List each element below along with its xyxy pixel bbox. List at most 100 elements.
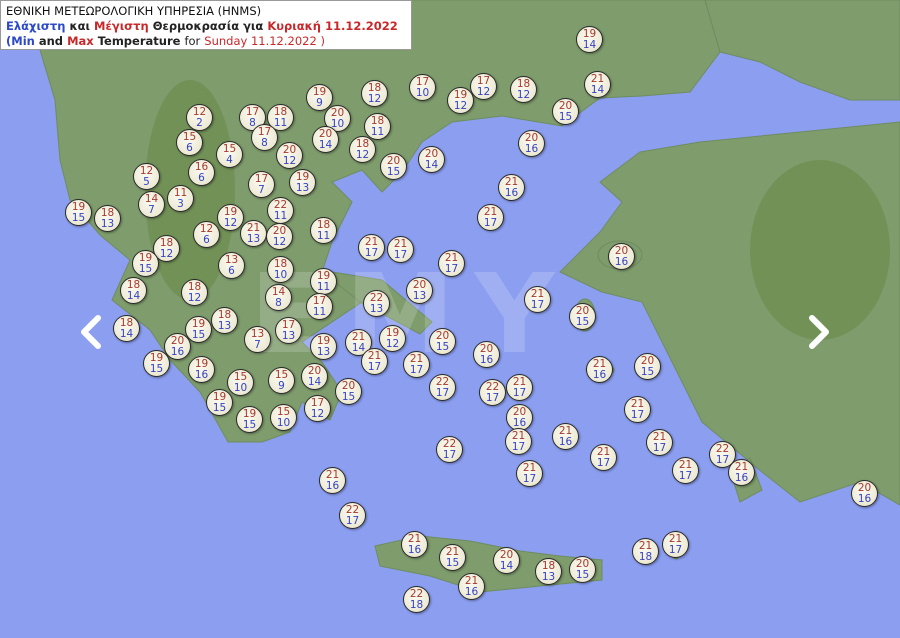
station-marker[interactable]: 19 9 [306, 84, 333, 111]
station-marker[interactable]: 21 16 [552, 423, 579, 450]
station-marker[interactable]: 19 15 [185, 316, 212, 343]
station-marker[interactable]: 21 15 [439, 544, 466, 571]
station-marker[interactable]: 19 15 [236, 406, 263, 433]
station-marker[interactable]: 21 14 [584, 71, 611, 98]
station-marker[interactable]: 21 17 [358, 234, 385, 261]
station-marker[interactable]: 17 11 [306, 293, 333, 320]
station-marker[interactable]: 20 16 [518, 130, 545, 157]
station-marker[interactable]: 20 16 [608, 243, 635, 270]
next-map-button[interactable] [800, 314, 836, 350]
station-marker[interactable]: 19 13 [310, 333, 337, 360]
station-marker[interactable]: 21 17 [516, 460, 543, 487]
station-marker[interactable]: 20 16 [164, 333, 191, 360]
station-marker[interactable]: 21 17 [505, 428, 532, 455]
station-marker[interactable]: 22 17 [339, 502, 366, 529]
station-marker[interactable]: 17 10 [409, 74, 436, 101]
station-marker[interactable]: 21 16 [319, 467, 346, 494]
station-marker[interactable]: 15 6 [176, 129, 203, 156]
station-marker[interactable]: 19 14 [576, 26, 603, 53]
station-marker[interactable]: 14 8 [265, 284, 292, 311]
station-marker[interactable]: 20 16 [473, 341, 500, 368]
station-marker[interactable]: 22 11 [267, 197, 294, 224]
station-marker[interactable]: 21 17 [646, 429, 673, 456]
station-marker[interactable]: 13 7 [244, 326, 271, 353]
station-marker[interactable]: 14 7 [138, 191, 165, 218]
station-marker[interactable]: 21 16 [498, 174, 525, 201]
station-marker[interactable]: 21 17 [590, 444, 617, 471]
station-marker[interactable]: 21 17 [477, 204, 504, 231]
station-marker[interactable]: 18 10 [267, 256, 294, 283]
station-marker[interactable]: 20 15 [569, 303, 596, 330]
station-marker[interactable]: 20 15 [569, 556, 596, 583]
station-marker[interactable]: 22 17 [709, 441, 736, 468]
station-marker[interactable]: 17 7 [248, 171, 275, 198]
station-marker[interactable]: 11 3 [167, 185, 194, 212]
station-marker[interactable]: 22 18 [403, 586, 430, 613]
station-marker[interactable]: 21 16 [458, 573, 485, 600]
station-marker[interactable]: 18 11 [364, 113, 391, 140]
station-marker[interactable]: 19 15 [206, 389, 233, 416]
station-marker[interactable]: 17 13 [275, 317, 302, 344]
station-marker[interactable]: 17 8 [251, 124, 278, 151]
station-marker[interactable]: 16 6 [188, 159, 215, 186]
station-marker[interactable]: 20 15 [380, 153, 407, 180]
station-marker[interactable]: 20 12 [266, 223, 293, 250]
station-marker[interactable]: 18 14 [120, 277, 147, 304]
station-marker[interactable]: 21 17 [361, 348, 388, 375]
station-marker[interactable]: 19 15 [132, 250, 159, 277]
station-marker[interactable]: 20 12 [276, 142, 303, 169]
station-marker[interactable]: 19 13 [289, 169, 316, 196]
previous-map-button[interactable] [74, 314, 110, 350]
station-marker[interactable]: 20 14 [418, 146, 445, 173]
station-marker[interactable]: 20 15 [335, 378, 362, 405]
station-marker[interactable]: 18 12 [181, 279, 208, 306]
station-marker[interactable]: 21 17 [506, 374, 533, 401]
station-marker[interactable]: 19 12 [217, 204, 244, 231]
station-marker[interactable]: 20 14 [301, 363, 328, 390]
station-marker[interactable]: 21 16 [586, 356, 613, 383]
station-marker[interactable]: 21 14 [345, 329, 372, 356]
station-marker[interactable]: 15 9 [268, 367, 295, 394]
station-marker[interactable]: 21 17 [624, 396, 651, 423]
station-marker[interactable]: 21 17 [662, 531, 689, 558]
station-marker[interactable]: 22 17 [429, 374, 456, 401]
station-marker[interactable]: 18 11 [310, 217, 337, 244]
station-marker[interactable]: 21 17 [387, 236, 414, 263]
station-marker[interactable]: 18 13 [94, 205, 121, 232]
station-marker[interactable]: 19 16 [188, 356, 215, 383]
station-marker[interactable]: 20 14 [312, 126, 339, 153]
station-marker[interactable]: 20 16 [506, 404, 533, 431]
station-marker[interactable]: 20 15 [634, 353, 661, 380]
station-marker[interactable]: 18 12 [349, 136, 376, 163]
station-marker[interactable]: 20 15 [429, 328, 456, 355]
station-marker[interactable]: 20 13 [406, 277, 433, 304]
station-marker[interactable]: 21 13 [240, 220, 267, 247]
station-marker[interactable]: 21 18 [632, 538, 659, 565]
station-marker[interactable]: 13 6 [218, 252, 245, 279]
station-marker[interactable]: 20 14 [493, 547, 520, 574]
station-marker[interactable]: 17 12 [470, 73, 497, 100]
station-marker[interactable]: 12 2 [186, 104, 213, 131]
station-marker[interactable]: 22 17 [479, 379, 506, 406]
station-marker[interactable]: 15 10 [227, 369, 254, 396]
station-marker[interactable]: 19 12 [447, 87, 474, 114]
station-marker[interactable]: 20 15 [552, 98, 579, 125]
station-marker[interactable]: 19 15 [143, 350, 170, 377]
station-marker[interactable]: 17 12 [304, 395, 331, 422]
station-marker[interactable]: 22 13 [363, 290, 390, 317]
station-marker[interactable]: 15 10 [270, 404, 297, 431]
station-marker[interactable]: 19 12 [379, 325, 406, 352]
station-marker[interactable]: 21 16 [401, 531, 428, 558]
station-marker[interactable]: 22 17 [436, 436, 463, 463]
station-marker[interactable]: 21 17 [672, 457, 699, 484]
station-marker[interactable]: 15 4 [216, 141, 243, 168]
station-marker[interactable]: 21 17 [524, 286, 551, 313]
station-marker[interactable]: 18 13 [535, 558, 562, 585]
station-marker[interactable]: 21 16 [728, 459, 755, 486]
station-marker[interactable]: 20 16 [851, 480, 878, 507]
station-marker[interactable]: 19 15 [65, 199, 92, 226]
station-marker[interactable]: 18 12 [510, 76, 537, 103]
station-marker[interactable]: 21 17 [438, 250, 465, 277]
station-marker[interactable]: 18 12 [361, 80, 388, 107]
station-marker[interactable]: 21 17 [403, 351, 430, 378]
